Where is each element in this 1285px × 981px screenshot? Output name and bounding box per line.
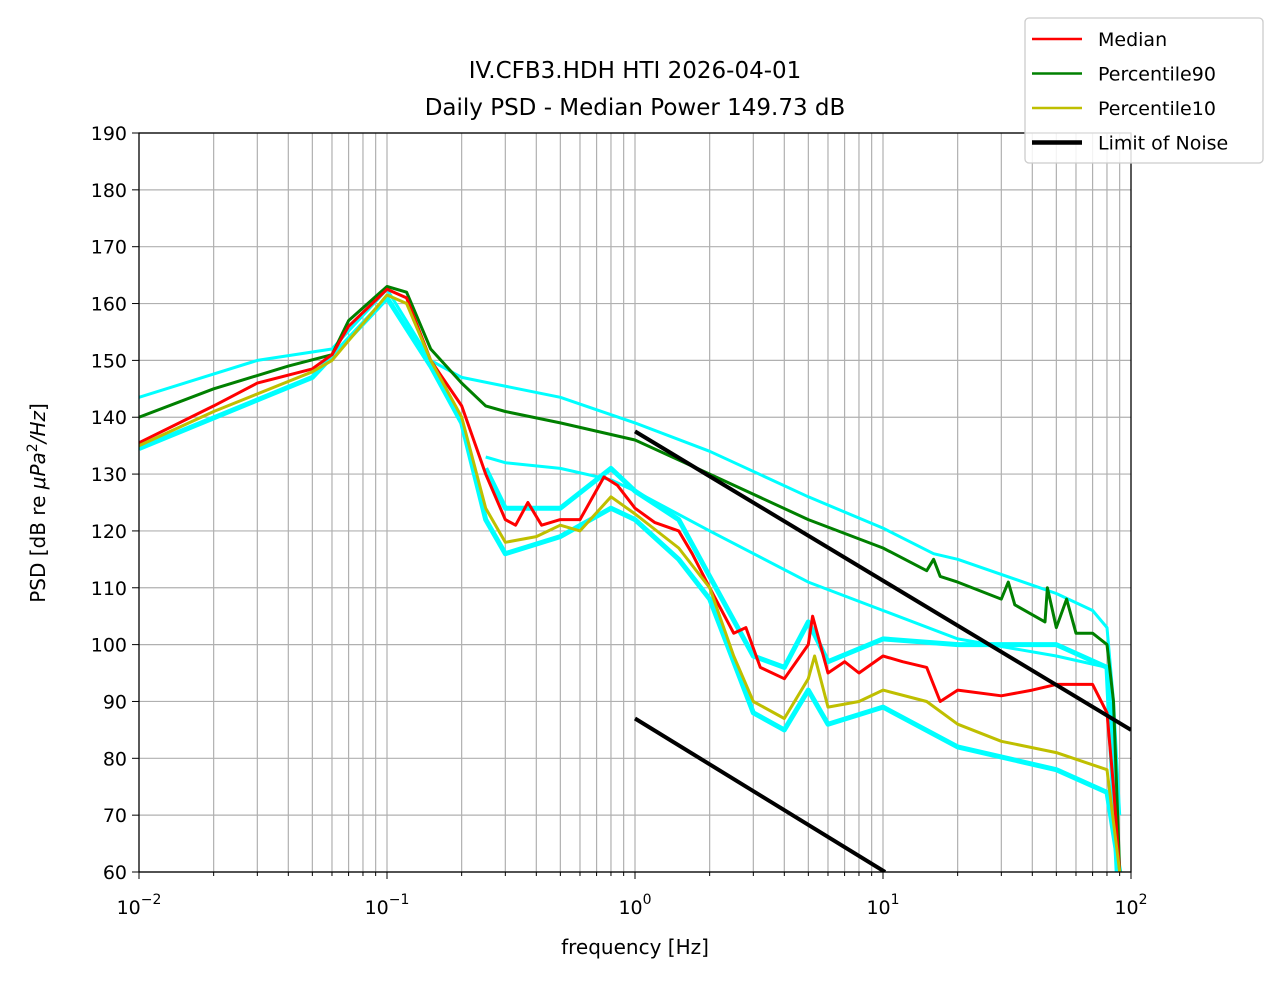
- y-tick-label: 170: [91, 237, 127, 259]
- grid: [139, 132, 1131, 873]
- x-tick-base: 10: [117, 897, 141, 919]
- y-tick-label: 160: [91, 294, 127, 316]
- y-tick-label: 130: [91, 464, 127, 486]
- series-percentile10: [139, 293, 1122, 872]
- y-tick-label: 90: [103, 691, 127, 713]
- x-tick-label: 100: [618, 892, 651, 919]
- x-tick-label: 102: [1114, 892, 1147, 919]
- chart-title-line2: Daily PSD - Median Power 149.73 dB: [425, 95, 846, 121]
- x-tick-exponent: −1: [389, 892, 410, 908]
- x-tick-exponent: 2: [1139, 892, 1148, 908]
- x-tick-base: 10: [365, 897, 389, 919]
- y-axis-label-suffix: ]: [26, 403, 50, 411]
- x-tick-label: 101: [866, 892, 899, 919]
- y-tick-label: 80: [103, 748, 127, 770]
- legend-box: [1024, 17, 1264, 164]
- y-tick-label: 180: [91, 180, 127, 202]
- x-tick-base: 10: [1114, 897, 1138, 919]
- x-tick-exponent: −2: [141, 892, 162, 908]
- y-axis-label-prefix: PSD [dB re: [26, 489, 50, 603]
- y-tick-label: 60: [103, 862, 127, 884]
- y-axis-label: PSD [dB re μPa2/Hz]: [25, 403, 50, 603]
- x-tick-exponent: 0: [643, 892, 652, 908]
- x-tick-label: 10−2: [117, 892, 162, 919]
- series-percentile90: [139, 285, 1122, 872]
- series-median: [139, 287, 1122, 872]
- y-tick-label: 100: [91, 635, 127, 657]
- x-tick-label: 10−1: [365, 892, 410, 919]
- series-group: [139, 285, 1131, 872]
- tick-labels: 6070809010011012013014015016017018019010…: [91, 123, 1148, 919]
- x-tick-base: 10: [618, 897, 642, 919]
- x-axis-label: frequency [Hz]: [561, 935, 709, 959]
- legend: Median Percentile90 Percentile10 Limit of N…: [1024, 17, 1264, 164]
- series-limit-of-noise-lower: [633, 716, 887, 872]
- x-tick-exponent: 1: [891, 892, 900, 908]
- y-axis-label-per-hz: /Hz: [26, 411, 50, 446]
- chart-title-line1: IV.CFB3.HDH HTI 2026-04-01: [469, 58, 802, 84]
- legend-label: Percentile90: [1098, 64, 1216, 86]
- legend-label: Median: [1098, 29, 1167, 51]
- series-limit-of-noise: [633, 429, 1131, 732]
- y-tick-label: 150: [91, 350, 127, 372]
- x-tick-base: 10: [866, 897, 890, 919]
- series-cyan-envelope: [483, 465, 1120, 872]
- legend-label: Percentile10: [1098, 98, 1216, 120]
- y-axis-label-sup: 2: [25, 443, 41, 452]
- y-tick-label: 190: [91, 123, 127, 145]
- y-tick-label: 70: [103, 805, 127, 827]
- legend-label: Limit of Noise: [1098, 133, 1228, 155]
- y-tick-label: 120: [91, 521, 127, 543]
- series-cyan-envelope: [139, 295, 1123, 872]
- y-axis-label-unit: μPa: [26, 452, 50, 490]
- y-tick-label: 110: [91, 578, 127, 600]
- y-tick-label: 140: [91, 407, 127, 429]
